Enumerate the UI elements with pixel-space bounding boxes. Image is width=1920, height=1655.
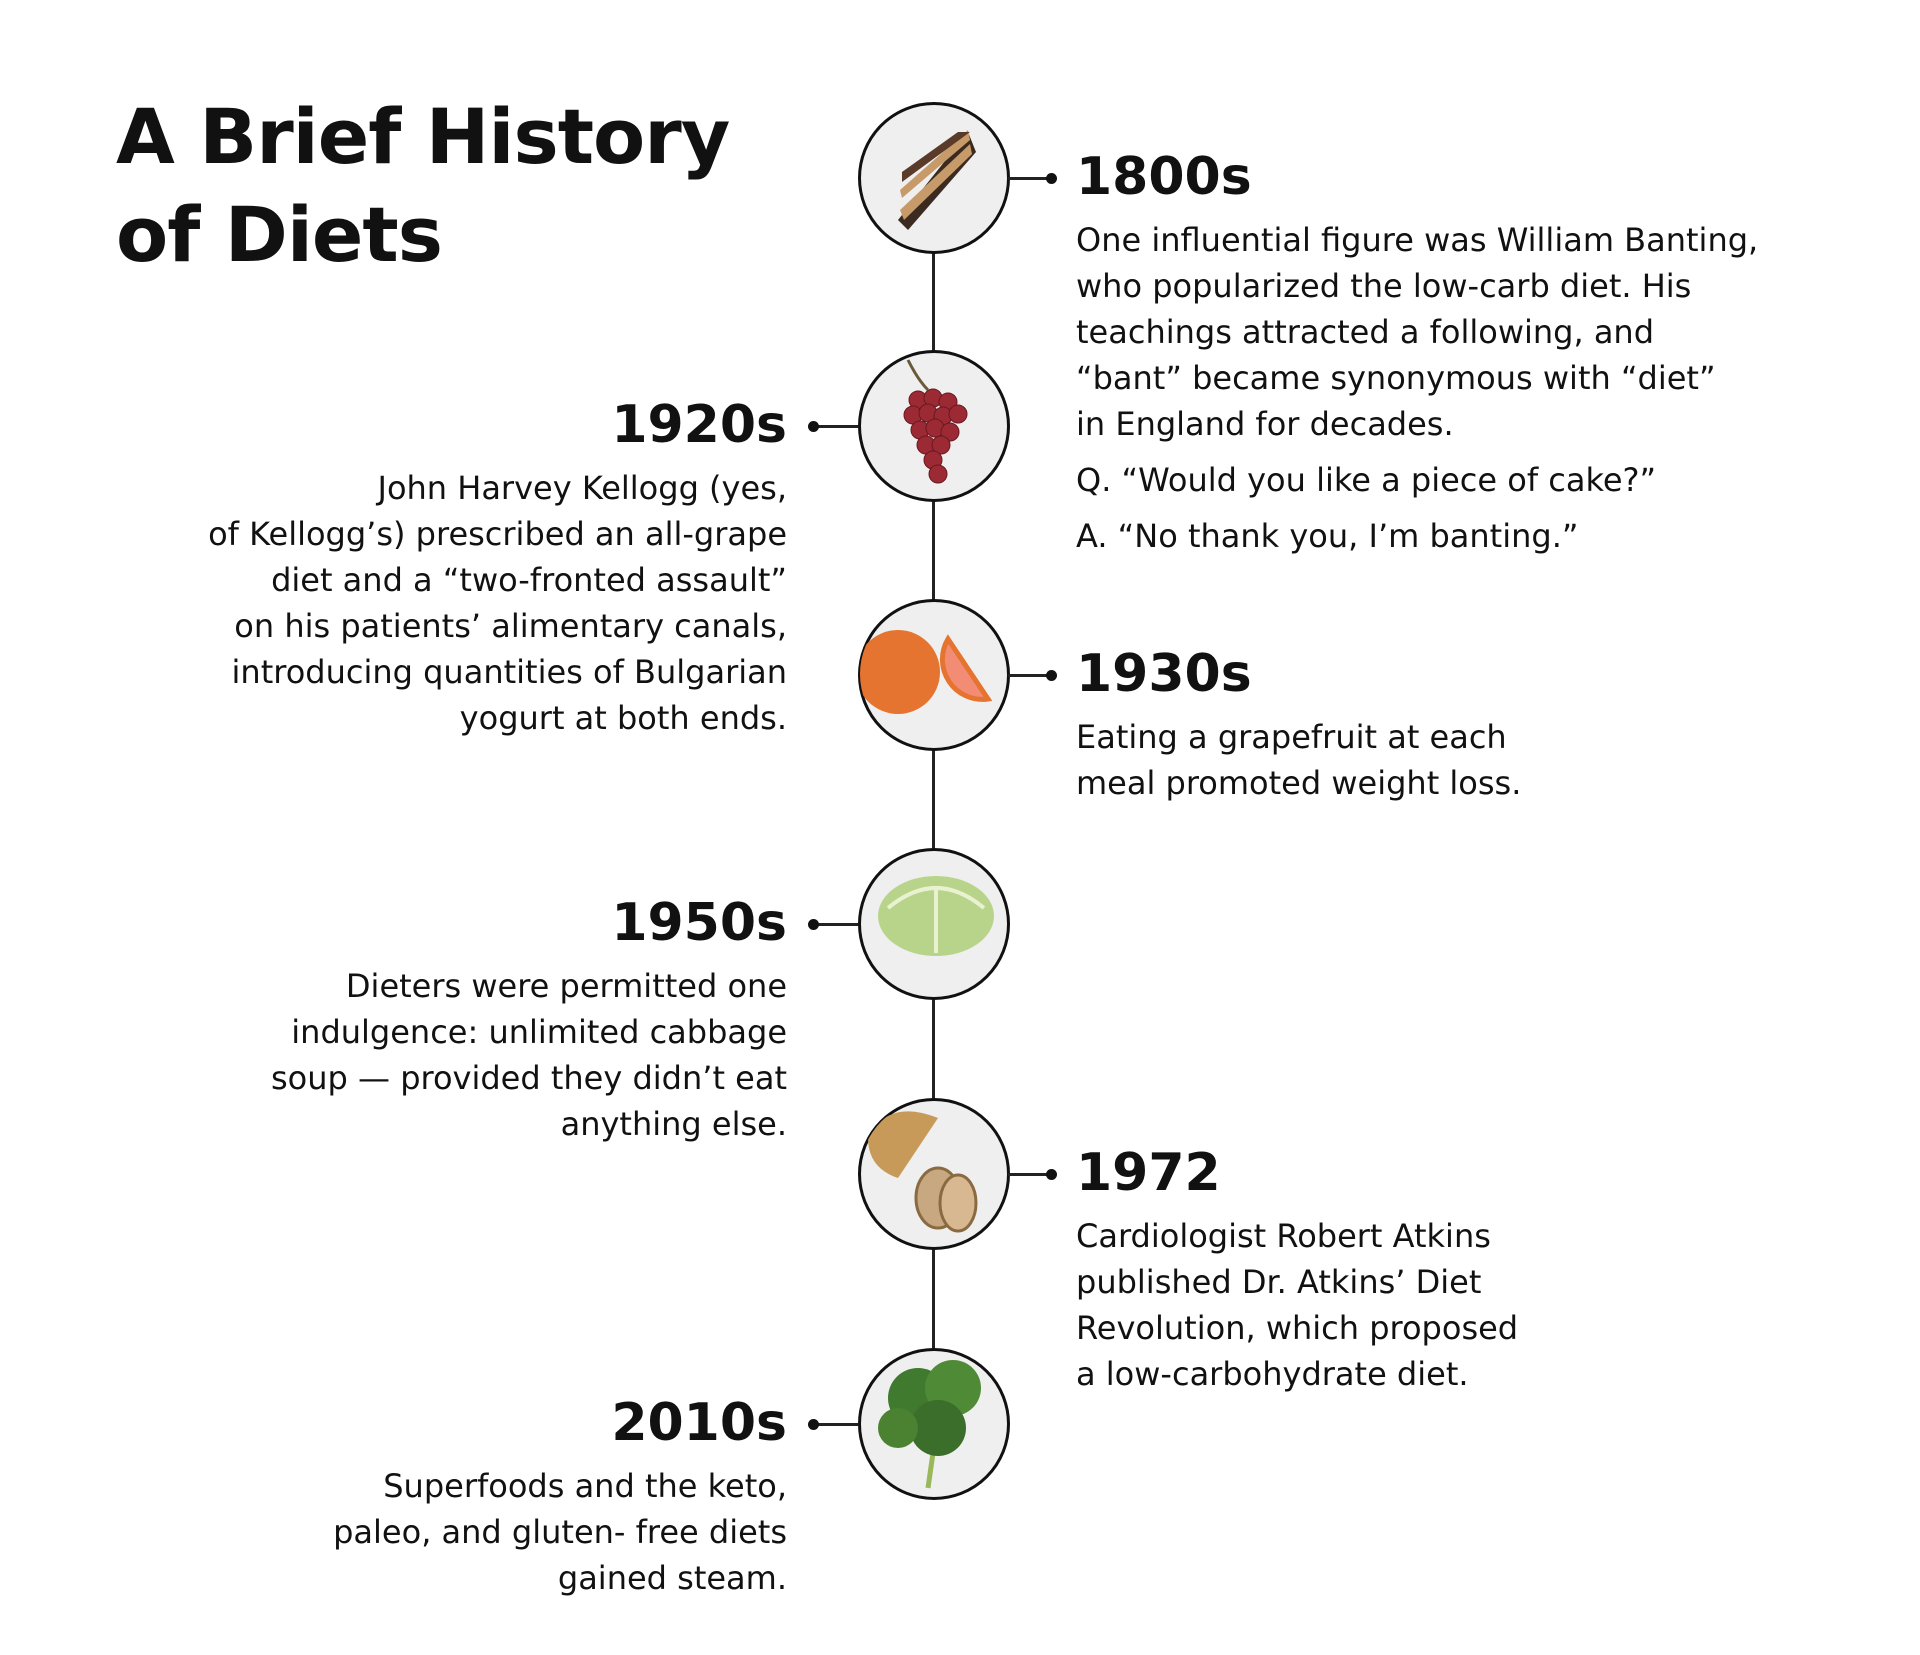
description-line: introducing quantities of Bulgarian	[231, 653, 787, 691]
timeline-spine	[932, 177, 935, 1423]
timeline-node	[858, 848, 1010, 1000]
description-line: One influential figure was William Banti…	[1076, 221, 1759, 259]
year-label: 1930s	[1076, 644, 1252, 704]
kale-icon	[878, 1360, 981, 1489]
description-line: paleo, and gluten- free diets	[333, 1513, 787, 1551]
quote-question: Q. “Would you like a piece of cake?”	[1076, 461, 1657, 499]
connector-dot	[808, 421, 819, 432]
description-line: on his patients’ alimentary canals,	[234, 607, 787, 645]
entry-description: Superfoods and the keto, paleo, and glute…	[333, 1463, 787, 1601]
cabbage-icon	[878, 876, 994, 956]
connector	[1008, 177, 1052, 180]
connector-dot	[808, 919, 819, 930]
connector	[1008, 674, 1052, 677]
entry-description: Eating a grapefruit at each meal promoted…	[1076, 714, 1521, 806]
title-line-2: of Diets	[116, 190, 443, 279]
timeline-node	[858, 350, 1010, 502]
description-line: of Kellogg’s) prescribed an all-grape	[208, 515, 787, 553]
entry-description: Cardiologist Robert Atkins published Dr. …	[1076, 1213, 1518, 1397]
connector	[814, 1423, 858, 1426]
description-line: published Dr. Atkins’ Diet	[1076, 1263, 1482, 1301]
connector-dot	[1046, 670, 1057, 681]
title-line-1: A Brief History	[116, 92, 730, 181]
description-line: who popularized the low-carb diet. His	[1076, 267, 1692, 305]
description-line: Dieters were permitted one	[345, 967, 787, 1005]
description-line: yogurt at both ends.	[459, 699, 787, 737]
entry-description: Dieters were permitted one indulgence: un…	[271, 963, 787, 1147]
description-line: meal promoted weight loss.	[1076, 764, 1522, 802]
timeline-node	[858, 1348, 1010, 1500]
description-line: teachings attracted a following, and	[1076, 313, 1655, 351]
description-line: “bant” became synonymous with “diet”	[1076, 359, 1716, 397]
description-line: anything else.	[560, 1105, 787, 1143]
connector-dot	[808, 1419, 819, 1430]
description-line: indulgence: unlimited cabbage	[291, 1013, 787, 1051]
description-line: gained steam.	[557, 1559, 787, 1597]
timeline-node	[858, 1098, 1010, 1250]
year-label: 1920s	[611, 395, 787, 455]
description-line: a low-carbohydrate diet.	[1076, 1355, 1469, 1393]
connector-dot	[1046, 1169, 1057, 1180]
year-label: 1800s	[1076, 147, 1252, 207]
entry-description: One influential figure was William Banti…	[1076, 217, 1758, 559]
connector-dot	[1046, 173, 1057, 184]
description-line: Superfoods and the keto,	[383, 1467, 787, 1505]
description-line: soup — provided they didn’t eat	[271, 1059, 787, 1097]
page-title: A Brief History of Diets	[116, 88, 730, 284]
description-line: diet and a “two-fronted assault”	[271, 561, 787, 599]
grapefruit-icon	[860, 630, 993, 714]
description-line: Revolution, which proposed	[1076, 1309, 1519, 1347]
year-label: 2010s	[611, 1393, 787, 1453]
year-label: 1972	[1076, 1143, 1221, 1203]
description-line: Cardiologist Robert Atkins	[1076, 1217, 1491, 1255]
cake-icon	[898, 130, 976, 230]
quote-answer: A. “No thank you, I’m banting.”	[1076, 517, 1579, 555]
timeline-node	[858, 599, 1010, 751]
connector	[814, 425, 858, 428]
description-line: John Harvey Kellogg (yes,	[377, 469, 788, 507]
description-line: in England for decades.	[1076, 405, 1454, 443]
bread-icon	[868, 1111, 978, 1233]
connector	[1008, 1173, 1052, 1176]
description-line: Eating a grapefruit at each	[1076, 718, 1507, 756]
connector	[814, 923, 858, 926]
grapes-icon	[903, 359, 968, 484]
entry-description: John Harvey Kellogg (yes, of Kellogg’s) p…	[208, 465, 787, 741]
timeline-node	[858, 102, 1010, 254]
year-label: 1950s	[611, 893, 787, 953]
